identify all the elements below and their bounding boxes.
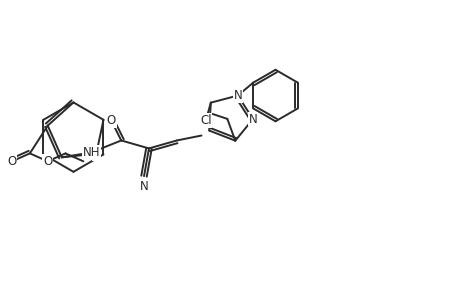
Text: N: N <box>140 180 148 193</box>
Text: O: O <box>43 155 52 168</box>
Text: N: N <box>233 89 242 102</box>
Text: Cl: Cl <box>200 114 211 127</box>
Text: S: S <box>92 147 100 160</box>
Text: NH: NH <box>83 146 100 159</box>
Text: O: O <box>7 155 17 168</box>
Text: N: N <box>248 112 257 125</box>
Text: O: O <box>106 114 116 127</box>
